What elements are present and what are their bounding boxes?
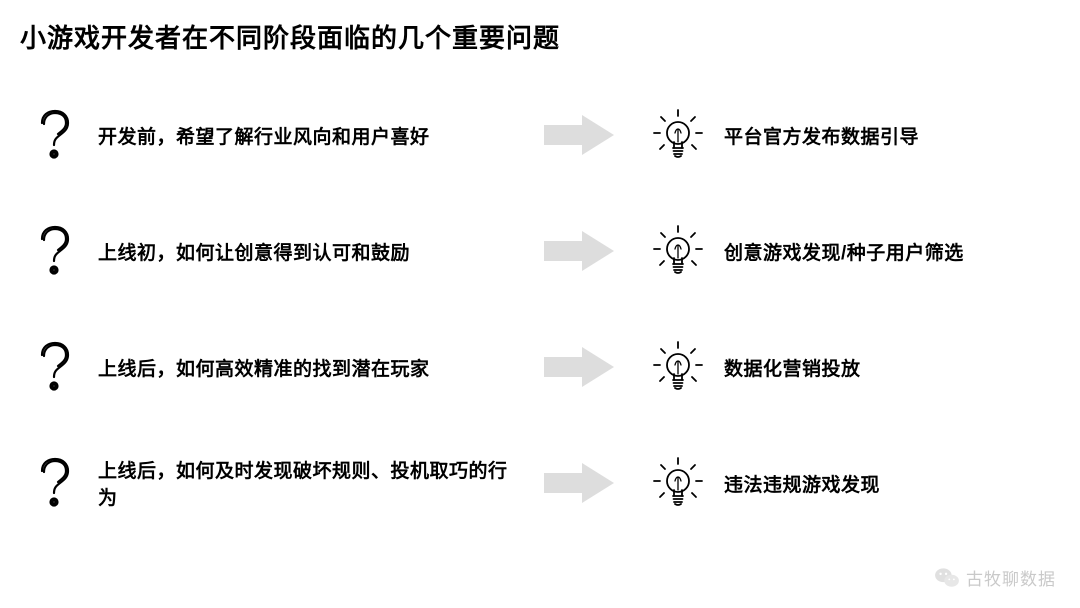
answer-text: 数据化营销投放 [708, 354, 861, 381]
question-text: 开发前，希望了解行业风向和用户喜好 [80, 122, 520, 149]
answer-text: 平台官方发布数据引导 [708, 122, 919, 149]
watermark: 古牧聊数据 [934, 565, 1056, 590]
row-item: 开发前，希望了解行业风向和用户喜好 [30, 105, 1060, 165]
row-item: 上线后，如何及时发现破坏规则、投机取巧的行为 [30, 453, 1060, 513]
arrow-icon [540, 229, 620, 273]
lightbulb-icon [648, 108, 708, 162]
page-title: 小游戏开发者在不同阶段面临的几个重要问题 [20, 18, 1060, 55]
lightbulb-icon [648, 224, 708, 278]
arrow-icon [540, 345, 620, 389]
question-mark-icon [30, 457, 80, 509]
row-item: 上线后，如何高效精准的找到潜在玩家 [30, 337, 1060, 397]
question-text: 上线后，如何及时发现破坏规则、投机取巧的行为 [80, 456, 520, 510]
watermark-text: 古牧聊数据 [966, 565, 1056, 590]
lightbulb-icon [648, 340, 708, 394]
question-mark-icon [30, 225, 80, 277]
question-mark-icon [30, 109, 80, 161]
rows-container: 开发前，希望了解行业风向和用户喜好 [20, 105, 1060, 513]
answer-text: 违法违规游戏发现 [708, 470, 880, 497]
answer-text: 创意游戏发现/种子用户筛选 [708, 238, 964, 265]
question-text: 上线初，如何让创意得到认可和鼓励 [80, 238, 520, 265]
lightbulb-icon [648, 456, 708, 510]
wechat-icon [934, 567, 960, 589]
question-text: 上线后，如何高效精准的找到潜在玩家 [80, 354, 520, 381]
arrow-icon [540, 113, 620, 157]
question-mark-icon [30, 341, 80, 393]
arrow-icon [540, 461, 620, 505]
row-item: 上线初，如何让创意得到认可和鼓励 [30, 221, 1060, 281]
